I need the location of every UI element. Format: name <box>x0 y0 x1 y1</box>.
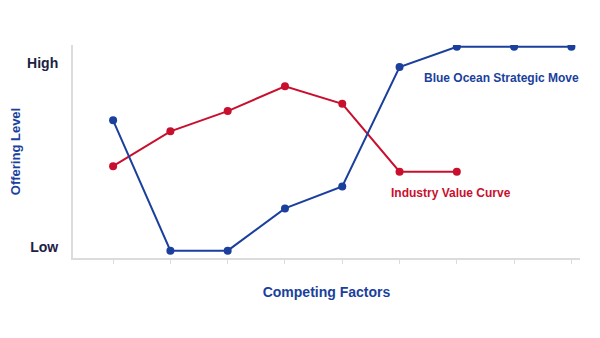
svg-text:Low: Low <box>30 239 58 255</box>
svg-text:Offering Level: Offering Level <box>8 108 23 195</box>
svg-text:Blue Ocean Strategic Move: Blue Ocean Strategic Move <box>424 71 579 85</box>
svg-text:High: High <box>27 55 58 71</box>
svg-text:Competing Factors: Competing Factors <box>263 284 391 300</box>
svg-text:Industry Value Curve: Industry Value Curve <box>391 186 511 200</box>
